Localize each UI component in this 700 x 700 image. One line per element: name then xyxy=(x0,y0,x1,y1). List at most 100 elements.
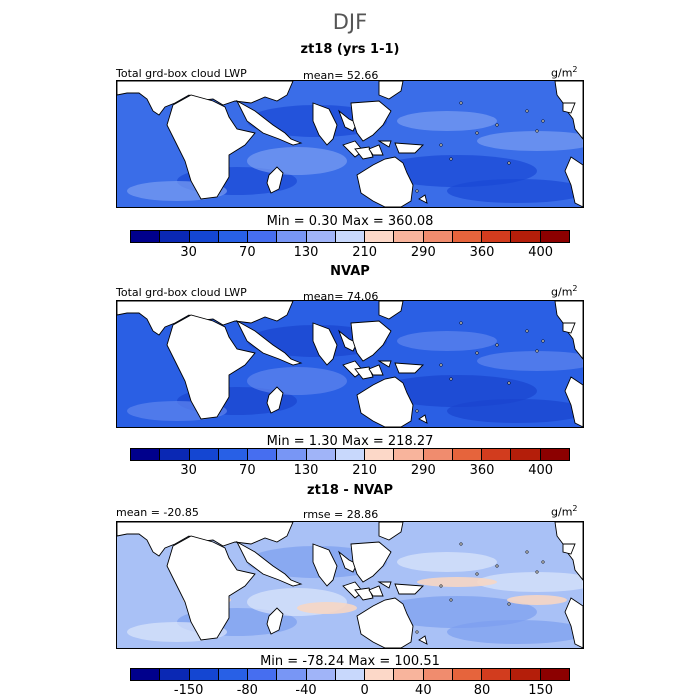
mean-label: mean = -20.85 xyxy=(116,506,199,519)
island xyxy=(459,101,463,105)
colorbar-tick-label: -80 xyxy=(236,683,258,698)
colorbar-tick-label: 70 xyxy=(239,463,256,478)
land-mass xyxy=(368,364,384,376)
colorbar-swatch xyxy=(189,231,219,242)
land-mass xyxy=(377,140,392,148)
colorbar xyxy=(130,448,570,461)
field-contour xyxy=(447,399,583,423)
field-contour xyxy=(377,596,537,628)
island xyxy=(449,598,453,602)
colorbar-tick-label: 40 xyxy=(415,683,432,698)
colorbar-swatch xyxy=(160,669,190,680)
colorbar-tick-label: 130 xyxy=(293,245,319,260)
land-mass xyxy=(562,543,576,555)
land-mass xyxy=(368,585,384,597)
colorbar-swatch xyxy=(540,231,569,242)
colorbar-tick-label: -40 xyxy=(295,683,317,698)
land-mass xyxy=(564,597,583,648)
field-contour xyxy=(477,131,583,151)
island xyxy=(495,123,499,127)
field-contour xyxy=(397,552,497,572)
land-mass xyxy=(418,194,428,204)
colorbar-tick-label: 30 xyxy=(180,245,197,260)
island xyxy=(507,602,511,606)
colorbar-tick-label: 30 xyxy=(180,463,197,478)
island xyxy=(475,351,479,355)
panel-title: zt18 (yrs 1-1) xyxy=(300,42,400,57)
land-mass xyxy=(418,414,428,424)
land-mass xyxy=(394,362,425,374)
colorbar-swatch xyxy=(365,449,395,460)
colorbar xyxy=(130,230,570,243)
land-mass xyxy=(354,366,374,380)
land-mass xyxy=(378,301,404,320)
land-mass xyxy=(562,322,576,334)
panel-title: NVAP xyxy=(330,264,370,279)
colorbar-swatch xyxy=(452,669,483,680)
island xyxy=(525,109,529,113)
land-mass xyxy=(564,376,583,427)
map-plot xyxy=(116,300,584,428)
units-label: g/m2 xyxy=(551,284,578,299)
island xyxy=(439,584,443,588)
colorbar-ticks: 30 70 130 210 290 360 400 xyxy=(130,463,570,479)
island xyxy=(439,143,443,147)
colorbar-swatch xyxy=(189,669,219,680)
colorbar-swatch xyxy=(277,449,307,460)
island xyxy=(541,339,545,343)
island xyxy=(475,572,479,576)
land-mass xyxy=(354,587,374,601)
colorbar-swatch xyxy=(482,231,512,242)
colorbar-swatch xyxy=(277,231,307,242)
colorbar-tick-label: 400 xyxy=(528,463,554,478)
colorbar-tick-label: 360 xyxy=(469,463,495,478)
land-mass xyxy=(350,320,392,362)
land-mass xyxy=(166,94,256,200)
land-mass xyxy=(418,635,428,645)
land-mass xyxy=(166,314,256,420)
field-label: Total grd-box cloud LWP xyxy=(116,67,247,80)
colorbar-swatch xyxy=(335,669,366,680)
colorbar-tick-label: 150 xyxy=(528,683,554,698)
land-mass xyxy=(166,535,256,641)
land-mass xyxy=(356,376,414,427)
island xyxy=(415,189,419,193)
min-max-label: Min = 1.30 Max = 218.27 xyxy=(266,434,434,449)
land-mass xyxy=(562,102,576,114)
land-mass xyxy=(235,319,303,366)
land-mass xyxy=(368,144,384,156)
mean-label: mean= 52.66 xyxy=(303,69,379,82)
land-mass xyxy=(564,156,583,207)
colorbar-swatch xyxy=(131,669,161,680)
land-mass xyxy=(354,146,374,160)
colorbar-tick-label: 210 xyxy=(352,245,378,260)
map-plot xyxy=(116,521,584,649)
colorbar-swatch xyxy=(131,449,161,460)
island xyxy=(507,161,511,165)
colorbar-swatch xyxy=(248,449,278,460)
colorbar-swatch xyxy=(131,231,161,242)
land-mass xyxy=(350,100,392,142)
colorbar-swatch xyxy=(160,449,190,460)
land-mass xyxy=(378,522,404,541)
field-contour xyxy=(397,331,497,351)
colorbar-swatch xyxy=(423,669,453,680)
colorbar-swatch xyxy=(511,449,541,460)
panel-title: zt18 - NVAP xyxy=(307,483,393,498)
min-max-label: Min = -78.24 Max = 100.51 xyxy=(260,654,440,669)
colorbar-ticks: -150 -80 -40 0 40 80 150 xyxy=(130,683,570,699)
land-mass xyxy=(356,597,414,648)
colorbar-tick-label: 130 xyxy=(293,463,319,478)
colorbar-swatch xyxy=(248,669,278,680)
land-mass xyxy=(235,540,303,587)
field-contour xyxy=(247,147,347,175)
colorbar-swatch xyxy=(365,669,395,680)
island xyxy=(449,157,453,161)
island xyxy=(415,630,419,634)
colorbar-swatch xyxy=(452,231,483,242)
field-contour xyxy=(377,155,537,187)
land-mass xyxy=(350,541,392,583)
land-mass xyxy=(394,142,425,154)
colorbar-swatch xyxy=(482,449,512,460)
land-mass xyxy=(377,360,392,368)
